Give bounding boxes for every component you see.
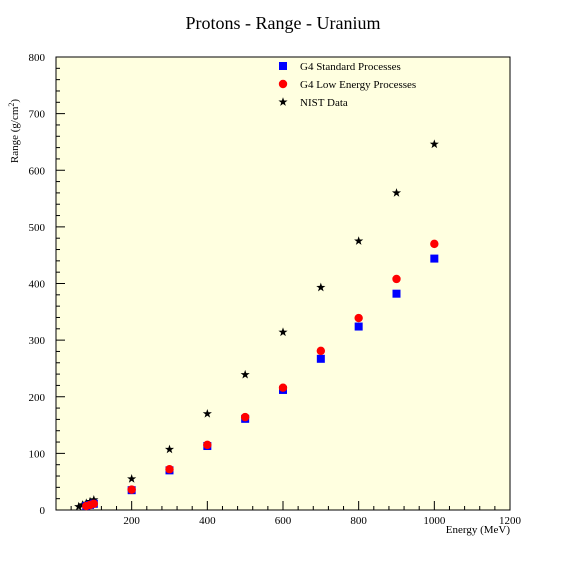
series-circle [82,239,439,511]
legend-marker-square [279,62,287,70]
data-point-star [429,139,439,149]
legend-label: G4 Standard Processes [300,61,401,73]
x-tick-label: 1200 [499,515,522,527]
data-point-star [316,282,326,292]
y-tick-label: 600 [29,165,46,177]
data-point-circle [430,239,439,249]
data-point-star [74,501,84,511]
data-point-square [430,254,439,263]
y-axis-title: Range (g/cm2) [7,99,22,164]
data-point-circle [316,346,326,356]
data-point-circle [89,499,99,508]
data-point-star [164,444,175,454]
y-tick-label: 300 [29,335,46,347]
legend-marker-star [278,97,288,106]
data-point-circle [278,383,288,392]
data-point-star [354,236,364,245]
y-tick-label: 800 [29,52,46,64]
data-point-star [127,474,137,483]
data-point-circle [354,313,363,323]
y-tick-label: 0 [40,505,46,517]
y-tick-label: 200 [29,392,46,404]
y-axis-title-close: ) [9,99,21,103]
data-point-star [391,188,402,197]
data-point-square [316,354,325,363]
data-point-square [354,322,363,331]
x-tick-label: 800 [350,515,367,527]
data-point-star [89,495,99,504]
y-axis-title-superscript: 2 [7,103,16,107]
axes: 200 400 600 800 1000 1200 0 100 200 300 400 500 600 7… [29,52,522,527]
legend: G4 Standard Processes G4 Low Energy Proce… [278,61,416,109]
y-tick-label: 700 [29,109,46,121]
y-tick-label: 400 [29,279,46,291]
x-axis-title: Energy (MeV) [446,524,511,536]
data-point-star [240,369,250,379]
x-tick-label: 200 [123,515,140,527]
data-point-star [278,327,288,337]
data-point-circle [203,440,212,450]
legend-marker-circle [278,79,288,89]
data-point-circle [127,485,136,494]
legend-label: G4 Low Energy Processes [300,79,416,91]
x-tick-label: 1000 [423,515,446,527]
data-point-star [202,408,212,418]
chart-title: Protons - Range - Uranium [186,13,381,33]
y-tick-label: 100 [29,448,46,460]
data-point-square [392,289,401,298]
x-tick-label: 600 [275,515,292,527]
legend-label: NIST Data [300,97,348,109]
data-point-circle [165,465,174,474]
data-point-circle [240,412,250,422]
y-tick-label: 500 [29,222,46,234]
x-tick-label: 400 [199,515,216,527]
y-axis-title-text: Range (g/cm [9,106,21,163]
data-marks [74,139,439,511]
svg-text:Range (g/cm2): Range (g/cm2) [7,99,22,164]
plot-area [55,56,511,511]
data-point-circle [392,274,401,284]
